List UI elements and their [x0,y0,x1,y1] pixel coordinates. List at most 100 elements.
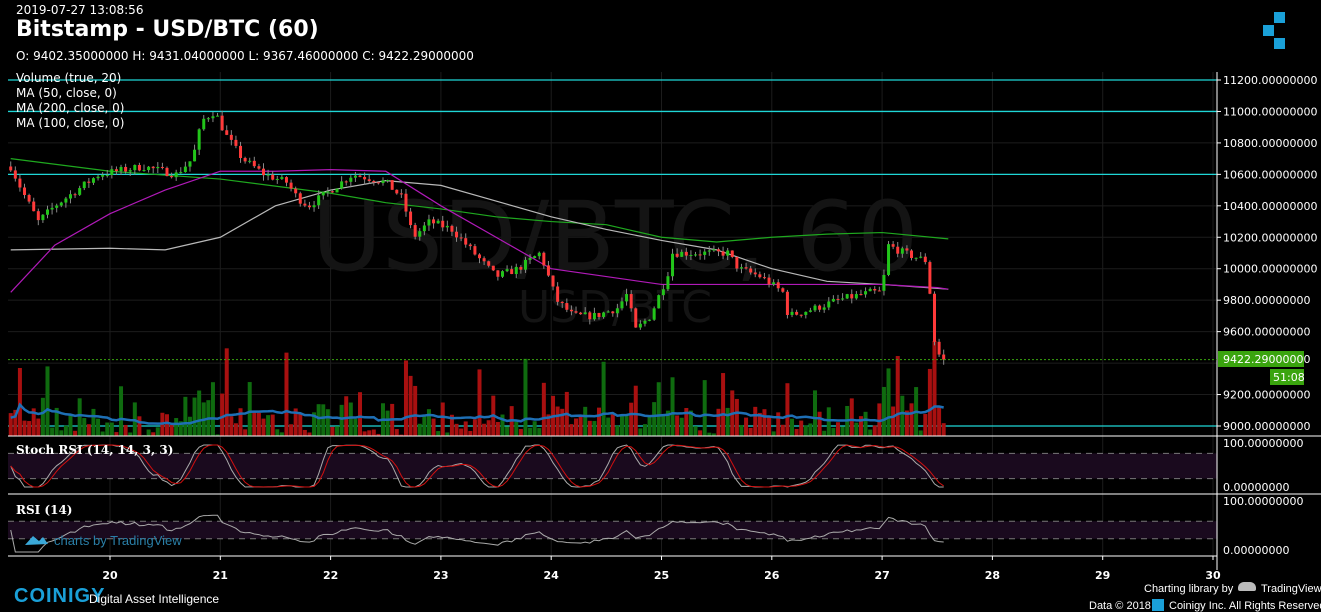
volume-bar [316,404,321,436]
volume-bar [900,395,905,436]
volume-bar [514,421,519,436]
candle [234,139,238,146]
volume-bar [13,409,18,436]
tradingview-badge[interactable]: charts by TradingView [25,533,182,548]
candle [257,166,261,169]
volume-bar [146,429,151,436]
timestamp: 2019-07-27 13:08:56 [16,3,144,17]
candle [905,248,909,251]
ma100-line [10,180,949,290]
volume-bar [840,426,845,436]
volume-bar [698,430,703,436]
volume-bar [693,426,698,436]
candle [519,266,523,270]
candle [749,268,753,273]
volume-bar [109,422,114,436]
volume-bar [826,407,831,436]
volume-bar [312,412,317,436]
candle [661,289,665,296]
volume-bar [891,406,896,436]
volume-bar [854,422,859,436]
legend-ma200[interactable]: MA (200, close, 0) [16,101,125,115]
time-tick-label: 27 [874,569,889,582]
candle [928,262,932,294]
volume-bar [684,408,689,436]
volume-bar [293,408,298,436]
candle [179,172,183,174]
countdown-label: 51:08 [1273,371,1305,384]
candle [822,307,826,310]
candle [119,166,123,172]
volume-bar [767,416,772,436]
candle [671,253,675,277]
candle [758,274,762,278]
candle [68,194,72,199]
volume-bar [495,421,500,436]
volume-bar [284,352,289,436]
volume-bar [45,366,50,436]
volume-ma-line [10,402,944,426]
countdown-badge [1270,369,1304,385]
volume-bar [330,426,335,436]
candle [9,166,13,171]
candle [491,265,495,271]
pane-tick-label: 0.00000000 [1223,544,1289,557]
ma50-line [10,169,949,293]
candle [556,286,560,302]
candle [105,174,109,176]
volume-bar [941,423,946,436]
candle [831,298,835,302]
candle [551,275,555,287]
volume-bar [610,414,615,436]
candle [716,249,720,252]
volume-bar [459,428,464,436]
candle [280,177,284,179]
volume-bar [642,424,647,436]
candle [358,175,362,177]
candle [229,134,233,140]
volume-bar [307,432,312,436]
volume-bar [808,423,813,436]
legend-ma50[interactable]: MA (50, close, 0) [16,86,117,100]
volume-bar [744,417,749,436]
candle [845,294,849,299]
candle [220,115,224,131]
candle [666,276,670,290]
price-tick-label: 10400.00000000 [1223,200,1317,213]
chart-title: Bitstamp - USD/BTC (60) [16,17,319,42]
volume-bar [215,434,220,436]
volume-bar [436,431,441,436]
candle [50,207,54,210]
volume-bar [537,428,542,436]
time-tick-label: 26 [764,569,780,582]
volume-bar [872,425,877,436]
candle [739,267,743,269]
volume-bar [344,396,349,436]
legend-ma100[interactable]: MA (100, close, 0) [16,116,125,130]
legend-volume[interactable]: Volume (true, 20) [16,71,122,85]
volume-bar [27,421,32,436]
candle [882,274,886,291]
volume-bar [119,386,124,436]
candle [468,244,472,247]
volume-bar [725,407,730,436]
volume-bar [532,421,537,436]
time-tick-label: 29 [1095,569,1110,582]
volume-bar [335,426,340,436]
volume-bar [918,430,923,436]
candle [170,176,174,178]
volume-bar [192,397,197,436]
candle [266,174,270,176]
candle [579,312,583,315]
candle [900,248,904,254]
price-tick-label: 9200.00000000 [1223,389,1310,402]
volume-bar [59,430,64,436]
candle [165,167,169,177]
candle [436,220,440,224]
candle [262,168,266,176]
candle [528,258,532,260]
candle [239,145,243,158]
candle [353,175,357,178]
volume-bar [757,412,762,436]
